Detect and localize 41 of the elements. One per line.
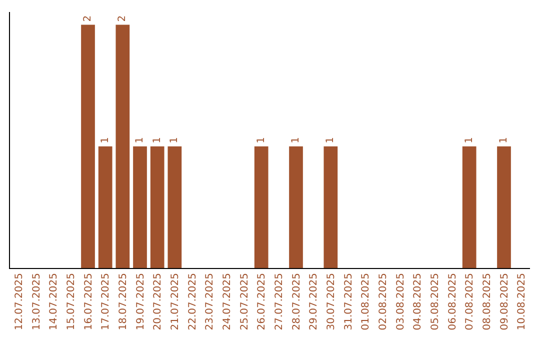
x-tick-label: 30.07.2025: [326, 273, 337, 330]
x-tick-label: 07.08.2025: [464, 273, 476, 330]
x-tick-label: 05.08.2025: [430, 273, 441, 330]
x-tick-label: 15.07.2025: [66, 273, 77, 330]
x-tick-label: 01.08.2025: [360, 273, 372, 330]
data-label: 1: [256, 137, 267, 144]
x-tick-label: 24.07.2025: [222, 273, 233, 330]
x-tick-label: 12.07.2025: [14, 273, 25, 330]
x-tick-label: 13.07.2025: [31, 273, 42, 330]
x-tick-label: 29.07.2025: [308, 273, 320, 330]
x-tick-label: 02.08.2025: [378, 273, 389, 330]
x-tick-label: 10.08.2025: [516, 273, 528, 330]
x-tick-label: 26.07.2025: [256, 273, 268, 330]
x-tick-label: 20.07.2025: [152, 273, 164, 330]
data-label: 1: [498, 137, 510, 144]
data-label: 1: [134, 137, 146, 144]
x-tick-label: 06.08.2025: [447, 273, 458, 330]
data-label: 1: [152, 137, 163, 144]
x-tick-label: 09.08.2025: [499, 273, 510, 330]
x-tick-label: 14.07.2025: [48, 273, 60, 330]
x-tick-label: 22.07.2025: [187, 273, 198, 330]
x-tick-label: 04.08.2025: [412, 273, 424, 330]
x-tick-label: 31.07.2025: [343, 273, 354, 330]
x-tick-label: 19.07.2025: [135, 273, 146, 330]
data-label: 1: [169, 137, 180, 144]
x-tick-label: 23.07.2025: [204, 273, 216, 330]
data-label: 1: [325, 137, 336, 144]
data-label: 1: [100, 137, 111, 144]
x-tick-label: 17.07.2025: [100, 273, 112, 330]
x-tick-label: 21.07.2025: [170, 273, 181, 330]
data-label: 2: [117, 15, 128, 22]
data-label: 2: [82, 15, 94, 22]
x-tick-label: 27.07.2025: [274, 273, 285, 330]
data-label: 1: [464, 137, 475, 144]
x-tick-label: 08.08.2025: [482, 273, 493, 330]
x-tick-label: 25.07.2025: [239, 273, 250, 330]
x-tick-label: 18.07.2025: [118, 273, 129, 330]
x-tick-label: 28.07.2025: [291, 273, 302, 330]
x-tick-label: 16.07.2025: [83, 273, 94, 330]
x-tick-label: 03.08.2025: [395, 273, 406, 330]
data-label: 1: [290, 137, 302, 144]
